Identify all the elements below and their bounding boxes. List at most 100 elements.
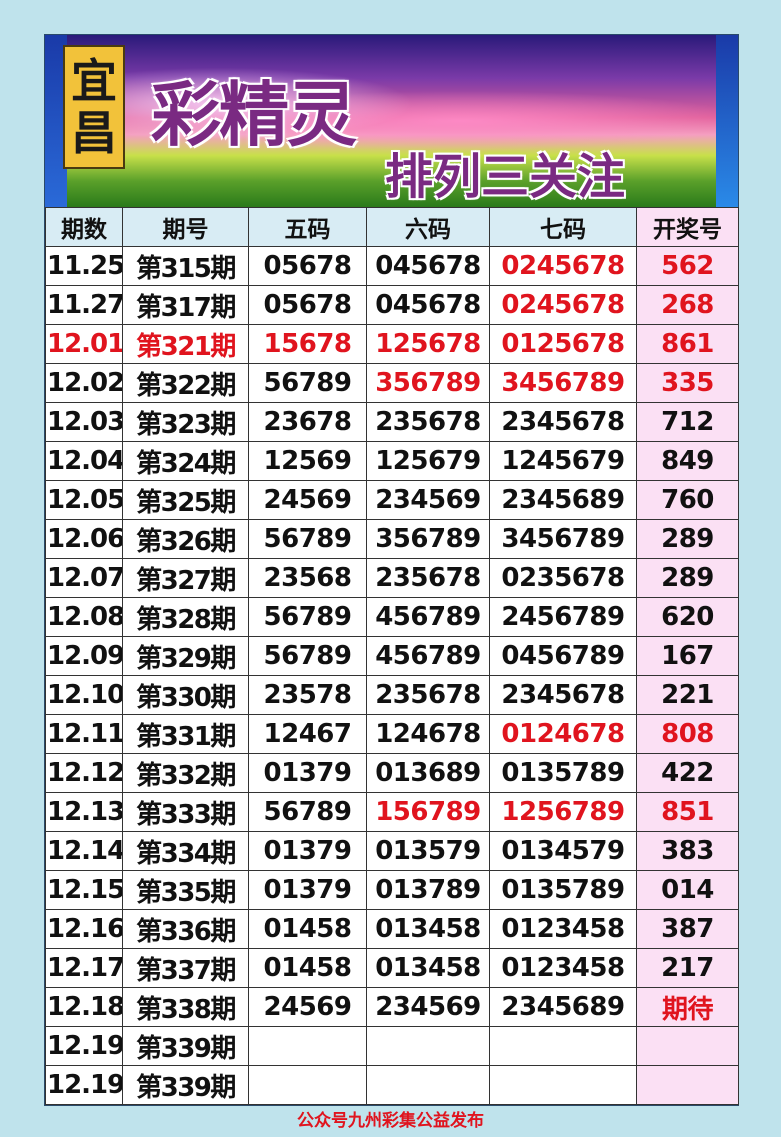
table-row: 12.11 第331期 12467 124678 0124678 808	[45, 714, 739, 754]
six-code-cell: 356789	[366, 363, 490, 403]
seven-code-cell: 0123458	[489, 948, 637, 988]
five-code-cell: 01458	[248, 909, 367, 949]
table-row: 12.10 第330期 23578 235678 2345678 221	[45, 675, 739, 715]
issue-cell: 第338期	[122, 987, 249, 1027]
date-cell: 12.10	[45, 675, 123, 715]
seven-code-cell: 3456789	[489, 363, 637, 403]
prediction-table: 期数 期号 五码 六码 七码 开奖号 11.25 第315期 05678 045678…	[45, 207, 739, 1105]
seven-code-cell: 0124678	[489, 714, 637, 754]
issue-cell: 第317期	[122, 285, 249, 325]
five-code-cell	[248, 1065, 367, 1105]
six-code-cell: 235678	[366, 402, 490, 442]
date-cell: 12.19	[45, 1065, 123, 1105]
six-code-cell: 235678	[366, 675, 490, 715]
issue-cell: 第337期	[122, 948, 249, 988]
seven-code-cell: 2345678	[489, 675, 637, 715]
draw-number-cell: 217	[636, 948, 739, 988]
table-row: 12.03 第323期 23678 235678 2345678 712	[45, 402, 739, 442]
draw-number-cell: 387	[636, 909, 739, 949]
issue-cell: 第326期	[122, 519, 249, 559]
seven-code-cell: 1245679	[489, 441, 637, 481]
draw-number-cell: 289	[636, 558, 739, 598]
draw-number-cell: 221	[636, 675, 739, 715]
five-code-cell: 56789	[248, 792, 367, 832]
issue-cell: 第332期	[122, 753, 249, 793]
table-row: 12.17 第337期 01458 013458 0123458 217	[45, 948, 739, 988]
six-code-cell: 124678	[366, 714, 490, 754]
table-row: 12.19 第339期	[45, 1065, 739, 1105]
seven-code-cell: 0135789	[489, 870, 637, 910]
table-row: 12.08 第328期 56789 456789 2456789 620	[45, 597, 739, 637]
six-code-cell: 013789	[366, 870, 490, 910]
seven-code-cell: 0135789	[489, 753, 637, 793]
six-code-cell: 235678	[366, 558, 490, 598]
footer-credit: 公众号九州彩集公益发布	[297, 1111, 484, 1131]
header-period-date: 期数	[45, 207, 123, 247]
five-code-cell: 24569	[248, 987, 367, 1027]
five-code-cell	[248, 1026, 367, 1066]
header-five-code: 五码	[248, 207, 367, 247]
five-code-cell: 56789	[248, 519, 367, 559]
date-cell: 12.07	[45, 558, 123, 598]
issue-cell: 第330期	[122, 675, 249, 715]
table-row: 12.07 第327期 23568 235678 0235678 289	[45, 558, 739, 598]
date-cell: 12.08	[45, 597, 123, 637]
six-code-cell: 456789	[366, 636, 490, 676]
five-code-cell: 01458	[248, 948, 367, 988]
draw-number-cell: 849	[636, 441, 739, 481]
date-cell: 12.14	[45, 831, 123, 871]
five-code-cell: 05678	[248, 246, 367, 286]
six-code-cell: 356789	[366, 519, 490, 559]
table-row: 12.04 第324期 12569 125679 1245679 849	[45, 441, 739, 481]
five-code-cell: 56789	[248, 597, 367, 637]
date-cell: 12.16	[45, 909, 123, 949]
seven-code-cell: 0456789	[489, 636, 637, 676]
header-row: 期数 期号 五码 六码 七码 开奖号	[45, 207, 739, 247]
draw-number-cell	[636, 1065, 739, 1105]
date-cell: 12.04	[45, 441, 123, 481]
issue-cell: 第333期	[122, 792, 249, 832]
city-char: 昌	[71, 106, 117, 160]
date-cell: 12.15	[45, 870, 123, 910]
issue-cell: 第335期	[122, 870, 249, 910]
five-code-cell: 01379	[248, 753, 367, 793]
table-row: 11.25 第315期 05678 045678 0245678 562	[45, 246, 739, 286]
table-row: 12.09 第329期 56789 456789 0456789 167	[45, 636, 739, 676]
header-six-code: 六码	[366, 207, 490, 247]
issue-cell: 第323期	[122, 402, 249, 442]
issue-cell: 第331期	[122, 714, 249, 754]
five-code-cell: 01379	[248, 870, 367, 910]
five-code-cell: 01379	[248, 831, 367, 871]
city-char: 宜	[71, 54, 117, 108]
five-code-cell: 23568	[248, 558, 367, 598]
date-cell: 12.06	[45, 519, 123, 559]
six-code-cell: 234569	[366, 480, 490, 520]
issue-cell: 第324期	[122, 441, 249, 481]
issue-cell: 第325期	[122, 480, 249, 520]
header-draw-number: 开奖号	[636, 207, 739, 247]
table-row: 12.18 第338期 24569 234569 2345689 期待	[45, 987, 739, 1027]
issue-cell: 第327期	[122, 558, 249, 598]
date-cell: 12.12	[45, 753, 123, 793]
seven-code-cell: 2345689	[489, 480, 637, 520]
draw-number-cell: 167	[636, 636, 739, 676]
seven-code-cell: 2345689	[489, 987, 637, 1027]
five-code-cell: 05678	[248, 285, 367, 325]
six-code-cell	[366, 1065, 490, 1105]
header-issue: 期号	[122, 207, 249, 247]
six-code-cell: 456789	[366, 597, 490, 637]
banner-title: 彩精灵	[151, 74, 357, 156]
date-cell: 11.25	[45, 246, 123, 286]
table-row: 12.01 第321期 15678 125678 0125678 861	[45, 324, 739, 364]
five-code-cell: 23678	[248, 402, 367, 442]
six-code-cell: 045678	[366, 246, 490, 286]
date-cell: 12.18	[45, 987, 123, 1027]
draw-number-cell: 562	[636, 246, 739, 286]
date-cell: 12.02	[45, 363, 123, 403]
date-cell: 12.09	[45, 636, 123, 676]
six-code-cell: 013579	[366, 831, 490, 871]
five-code-cell: 56789	[248, 363, 367, 403]
issue-cell: 第339期	[122, 1026, 249, 1066]
five-code-cell: 23578	[248, 675, 367, 715]
draw-number-cell: 808	[636, 714, 739, 754]
